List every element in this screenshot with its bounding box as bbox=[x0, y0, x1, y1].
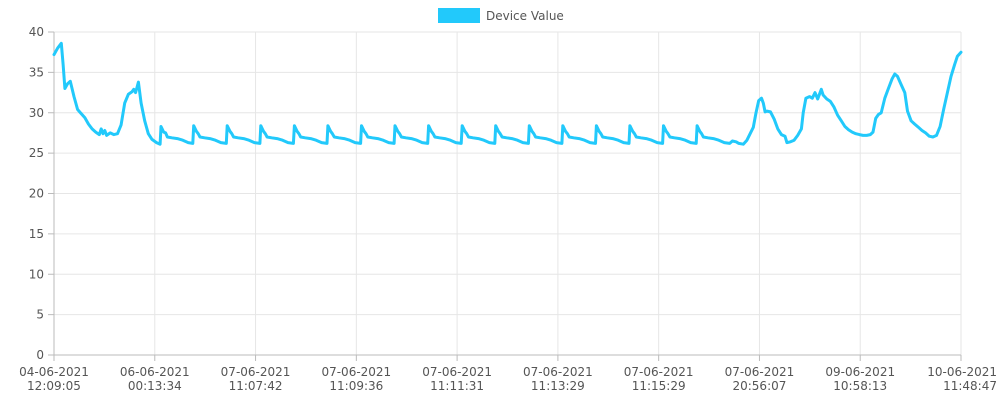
x-tick-label: 07-06-2021 20:56:07 bbox=[725, 365, 795, 393]
y-axis: 0 5 10 15 20 25 30 35 40 bbox=[29, 25, 55, 362]
y-tick-label: 20 bbox=[29, 187, 44, 201]
y-tick-label: 30 bbox=[29, 106, 44, 120]
y-tick-label: 0 bbox=[36, 348, 44, 362]
legend[interactable]: Device Value bbox=[438, 8, 564, 23]
x-tick-label: 07-06-2021 11:15:29 bbox=[624, 365, 694, 393]
legend-label: Device Value bbox=[486, 9, 564, 23]
x-tick-label: 07-06-2021 11:11:31 bbox=[422, 365, 492, 393]
y-tick-label: 25 bbox=[29, 146, 44, 160]
x-tick-label: 07-06-2021 11:09:36 bbox=[321, 365, 391, 393]
legend-swatch bbox=[438, 8, 480, 23]
x-tick-label: 07-06-2021 11:13:29 bbox=[523, 365, 593, 393]
x-tick-label: 07-06-2021 11:07:42 bbox=[221, 365, 291, 393]
x-tick-label: 10-06-2021 11:48:47 bbox=[927, 365, 997, 393]
y-tick-label: 35 bbox=[29, 65, 44, 79]
y-tick-label: 40 bbox=[29, 25, 44, 39]
y-tick-label: 10 bbox=[29, 267, 44, 281]
series-line-device-value bbox=[52, 41, 963, 146]
x-tick-label: 06-06-2021 00:13:34 bbox=[120, 365, 190, 393]
x-tick-label: 09-06-2021 10:58:13 bbox=[825, 365, 895, 393]
y-tick-label: 5 bbox=[36, 308, 44, 322]
x-axis: 04-06-2021 12:09:05 06-06-2021 00:13:34 07-0… bbox=[19, 354, 997, 393]
grid bbox=[53, 31, 962, 356]
series-layer bbox=[52, 41, 963, 146]
x-tick-label: 04-06-2021 12:09:05 bbox=[19, 365, 89, 393]
y-tick-label: 15 bbox=[29, 227, 44, 241]
